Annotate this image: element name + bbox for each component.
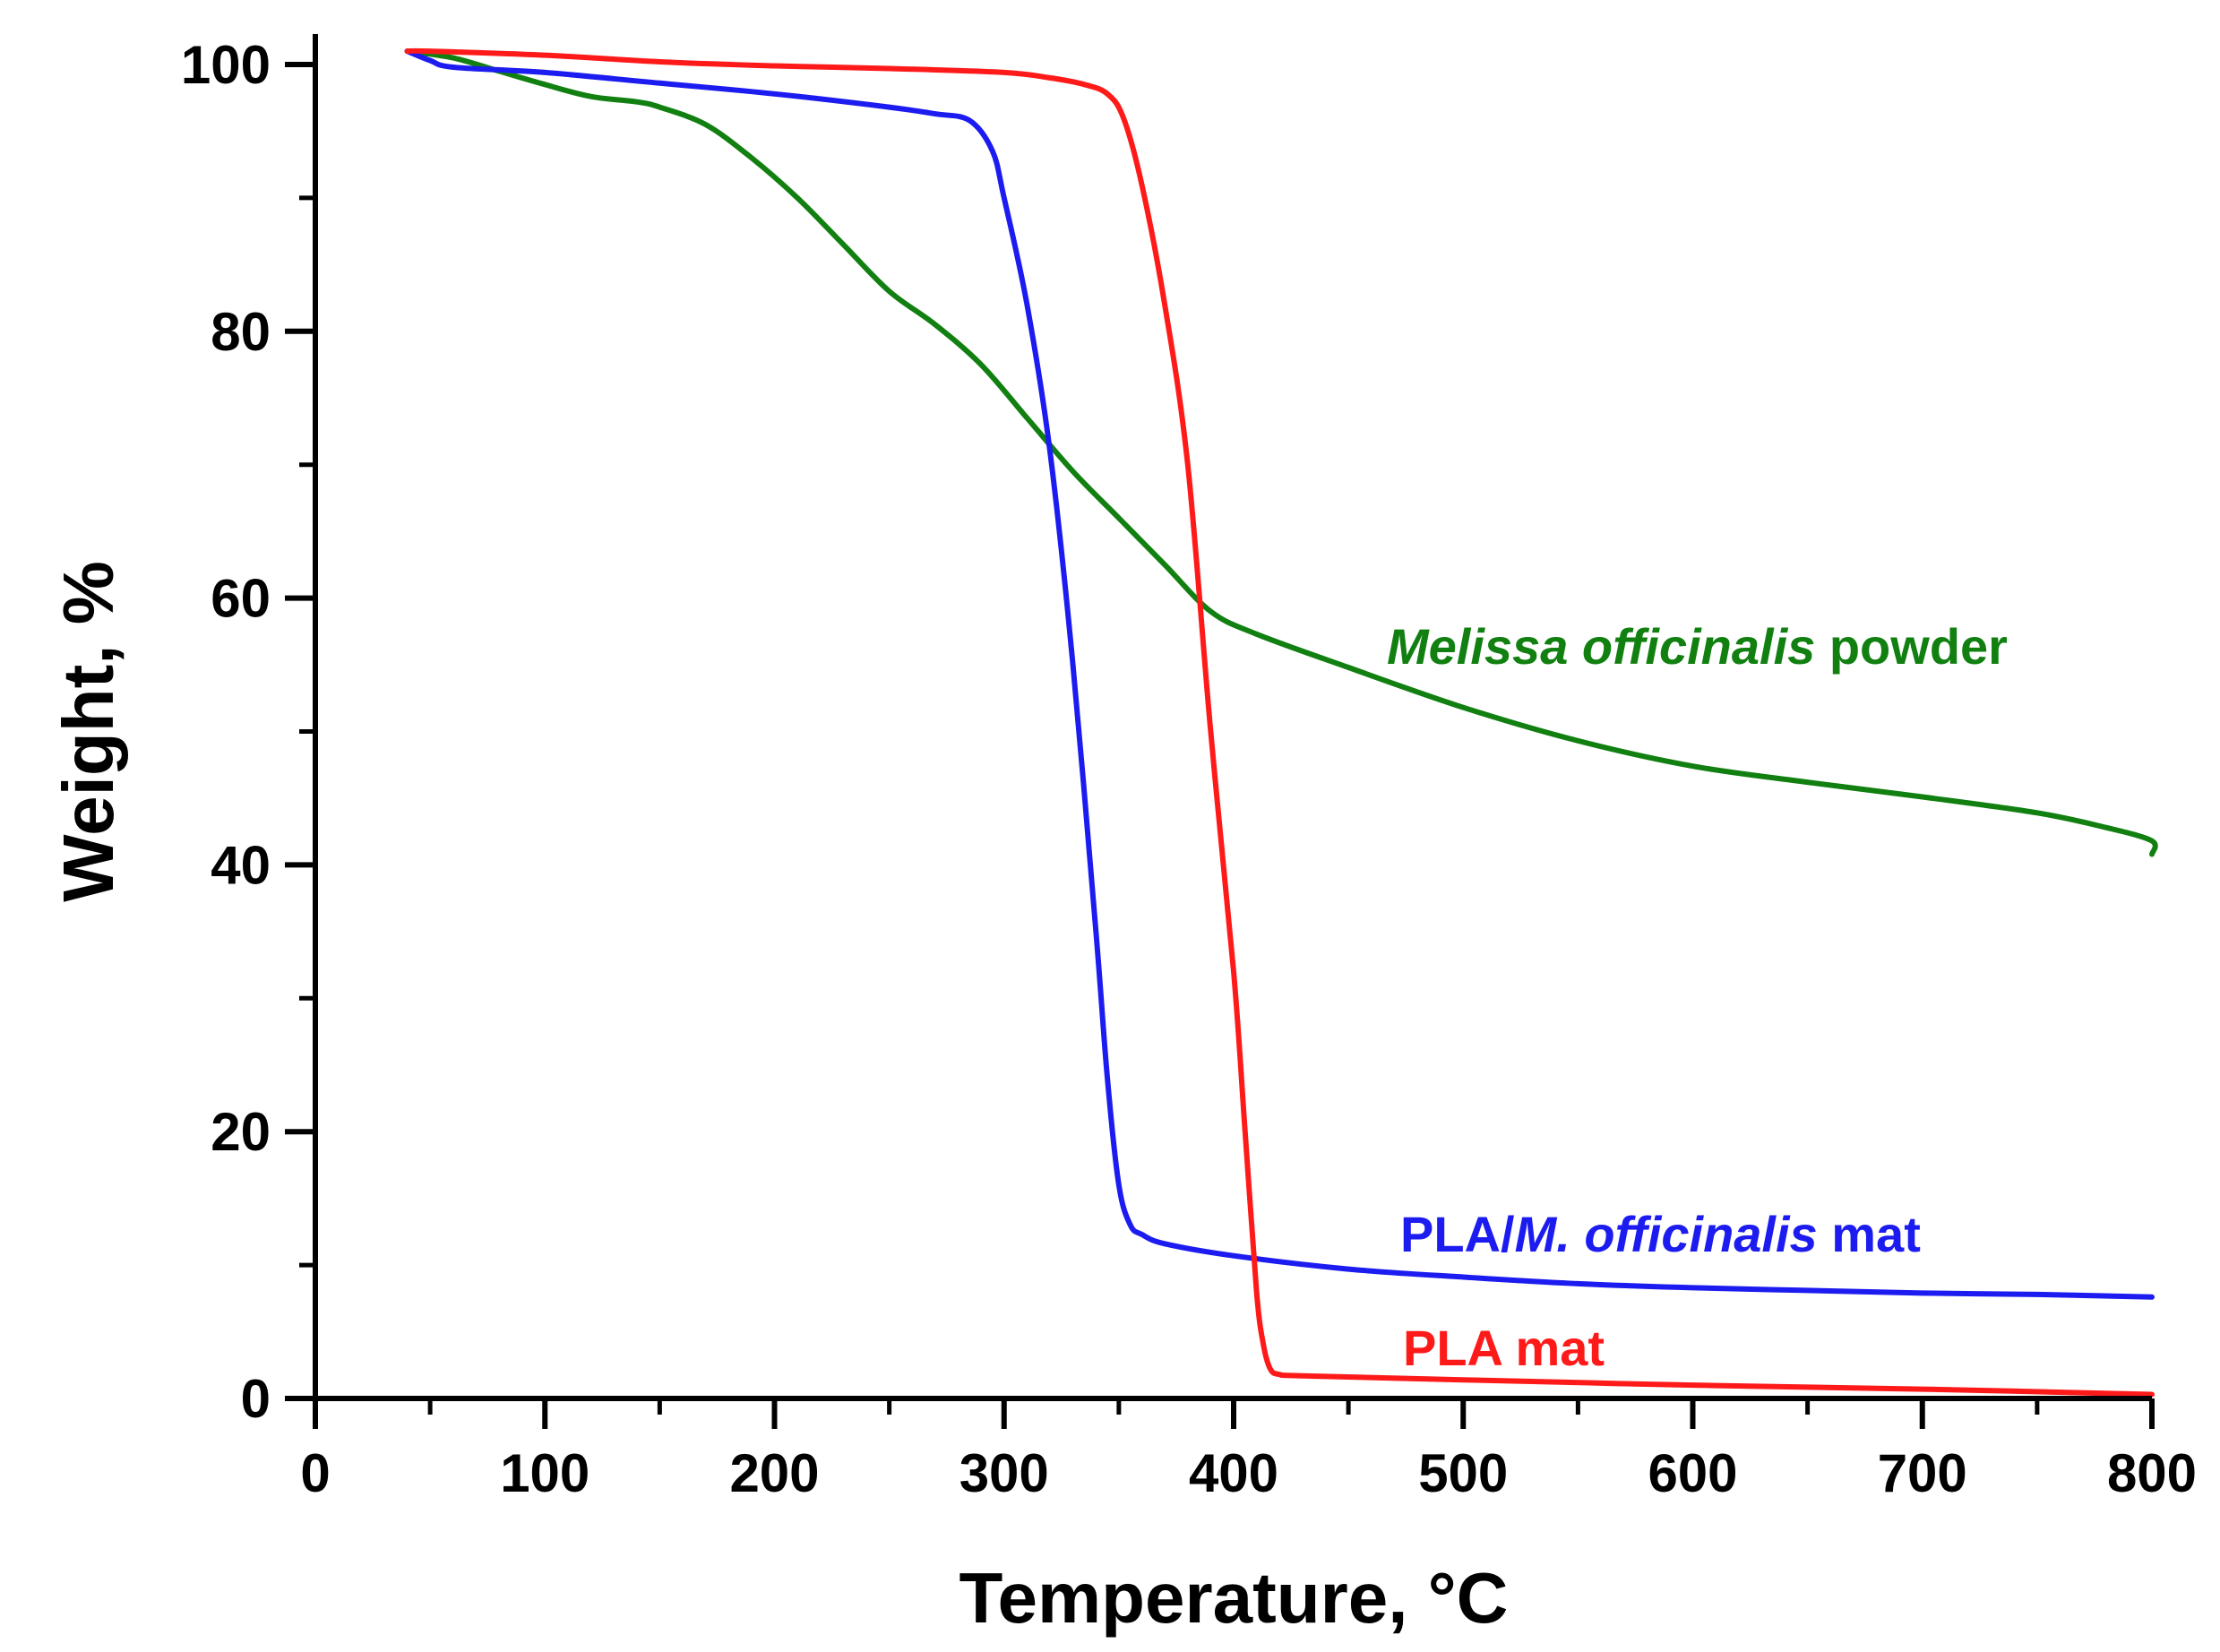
x-axis-title: Temperature, °C [959, 1558, 1509, 1638]
series-line-pla-melissa-mat [404, 48, 2155, 1300]
series-label-melissa-powder: Melissa officinalis powder [1387, 618, 2008, 675]
series-label-pla-mat: PLA mat [1403, 1320, 1605, 1376]
series-label-part: PLA mat [1403, 1320, 1605, 1376]
ticks [285, 62, 2155, 1429]
x-tick-label: 200 [729, 1443, 819, 1503]
series-label-pla-melissa-mat: PLA/M. officinalis mat [1400, 1206, 1921, 1262]
x-tick-label: 700 [1878, 1443, 1967, 1503]
y-tick-label: 80 [211, 302, 271, 362]
y-tick-label: 100 [181, 35, 271, 95]
x-tick-label: 500 [1418, 1443, 1508, 1503]
x-tick-label: 400 [1189, 1443, 1278, 1503]
series-label-part: PLA/ [1400, 1206, 1515, 1262]
series-label-part: Melissa officinalis [1387, 618, 1815, 675]
y-tick-label: 0 [241, 1369, 271, 1429]
plot-lines [404, 47, 2158, 1398]
series-labels: Melissa officinalis powder PLA/M. officin… [1387, 618, 2008, 1376]
tick-labels: 0 100 200 300 400 500 600 700 800 0 20 40 60 80 100 [181, 35, 2197, 1503]
y-tick-label: 40 [211, 835, 271, 895]
x-tick-label: 300 [959, 1443, 1049, 1503]
x-tick-label: 800 [2107, 1443, 2197, 1503]
series-label-part: M. officinalis [1515, 1206, 1818, 1262]
x-tick-label: 100 [500, 1443, 589, 1503]
series-line-pla-mat [404, 47, 2155, 1398]
y-axis-title: Weight, % [48, 561, 128, 902]
x-tick-label: 0 [300, 1443, 330, 1503]
axes [313, 34, 2152, 1401]
series-line-melissa-powder [404, 48, 2158, 857]
series-label-part: mat [1818, 1206, 1921, 1262]
y-tick-label: 20 [211, 1102, 271, 1162]
x-tick-label: 600 [1648, 1443, 1737, 1503]
y-tick-label: 60 [211, 569, 271, 629]
series-label-part: powder [1815, 618, 2008, 675]
